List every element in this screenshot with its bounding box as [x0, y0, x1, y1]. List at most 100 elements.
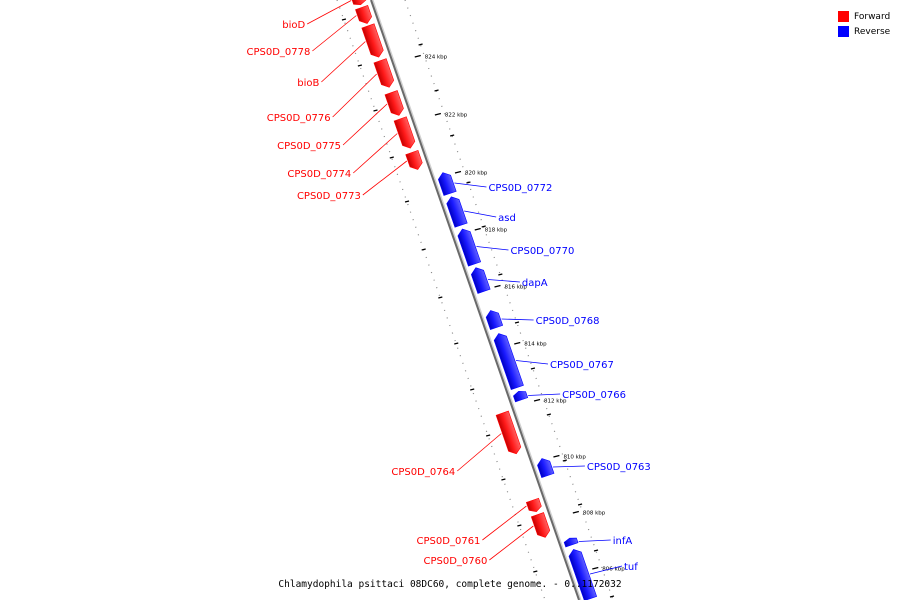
gene-label[interactable]: CPS0D_0776 [267, 113, 331, 124]
gene-label[interactable]: tuf [624, 562, 638, 573]
gene-feature[interactable] [445, 195, 468, 228]
reverse-gene-arrow[interactable] [470, 266, 491, 294]
forward-swatch [838, 11, 849, 22]
forward-gene-arrow[interactable] [361, 23, 385, 59]
gene-label[interactable]: CPS0D_0774 [287, 169, 351, 180]
reverse-gene-arrow[interactable] [493, 331, 524, 390]
gene-leader-line [457, 433, 502, 472]
gene-label[interactable]: bioB [297, 78, 319, 89]
ruler-tick-label: 810 kbp [563, 455, 586, 461]
gene-feature[interactable] [567, 547, 598, 600]
gene-feature[interactable] [485, 308, 504, 331]
gene-leader-line [487, 279, 520, 283]
gene-leader-line [515, 360, 549, 365]
gene-leader-line [578, 539, 611, 542]
reverse-gene-arrow[interactable] [445, 195, 468, 228]
gene-leader-line [501, 318, 534, 321]
forward-gene-arrow[interactable] [355, 4, 373, 25]
reverse-guide-tick [562, 459, 567, 462]
gene-label[interactable]: CPS0D_0778 [246, 47, 310, 58]
reverse-gene-arrow[interactable] [456, 227, 482, 267]
gene-leader-line [589, 565, 623, 575]
gene-feature[interactable] [361, 23, 385, 59]
reverse-guide-tick [498, 273, 503, 276]
gene-feature[interactable] [536, 456, 555, 479]
gene-feature[interactable] [351, 0, 367, 7]
ruler-tick-mark [553, 454, 560, 458]
gene-label[interactable]: CPS0D_0772 [488, 183, 552, 194]
reverse-gene-arrow[interactable] [437, 170, 457, 196]
ruler-tick-mark [414, 54, 421, 58]
reverse-gene-arrow[interactable] [563, 536, 579, 548]
ruler-tick-label: 808 kbp [583, 511, 606, 517]
gene-label[interactable]: CPS0D_0770 [510, 246, 574, 257]
reverse-guide-tick [530, 367, 536, 370]
reverse-gene-arrow[interactable] [513, 389, 529, 403]
forward-guide-tick [470, 388, 475, 391]
forward-guide-tick [421, 248, 426, 251]
gene-feature[interactable] [405, 149, 424, 171]
forward-guide-tick [533, 570, 538, 573]
gene-label[interactable]: asd [498, 213, 516, 224]
gene-leader-line [312, 15, 357, 52]
reverse-gene-arrow[interactable] [536, 456, 555, 479]
gene-feature[interactable] [525, 497, 542, 514]
backbone-shadow [371, 0, 582, 600]
forward-gene-arrow[interactable] [530, 512, 551, 540]
forward-gene-arrow[interactable] [373, 58, 395, 90]
gene-feature[interactable] [393, 116, 416, 151]
gene-label[interactable]: CPS0D_0768 [536, 316, 600, 327]
gene-features [351, 0, 598, 600]
forward-gene-arrow[interactable] [495, 410, 522, 456]
forward-gene-arrow[interactable] [384, 90, 405, 118]
forward-gene-arrow[interactable] [525, 497, 542, 514]
gene-feature[interactable] [530, 512, 551, 540]
gene-feature[interactable] [493, 331, 524, 390]
gene-feature[interactable] [373, 58, 395, 90]
reverse-guide-tick [450, 134, 455, 137]
reverse-guide-tick [593, 549, 599, 552]
gene-feature[interactable] [470, 266, 491, 294]
gene-label[interactable]: infA [613, 536, 633, 547]
gene-label[interactable]: CPS0D_0775 [277, 141, 341, 152]
reverse-gene-arrow[interactable] [485, 308, 504, 331]
reverse-guide-tick [418, 43, 423, 46]
gene-label[interactable]: bioD [282, 20, 305, 31]
gene-feature[interactable] [384, 90, 405, 118]
gene-labels: bioD CPS0D_0778 bioB CPS0D_0776 CPS0D_0775 CP… [246, 0, 651, 575]
gene-feature[interactable] [513, 389, 529, 403]
gene-label[interactable]: CPS0D_0773 [297, 191, 361, 202]
gene-feature[interactable] [355, 4, 373, 25]
gene-feature[interactable] [437, 170, 457, 196]
gene-label[interactable]: CPS0D_0761 [417, 536, 481, 547]
gene-feature[interactable] [495, 410, 522, 456]
reverse-guide-tick [481, 225, 486, 228]
gene-feature[interactable] [456, 227, 482, 267]
gene-label[interactable]: CPS0D_0767 [550, 360, 614, 371]
ruler-tick-mark [474, 227, 481, 231]
gene-label[interactable]: CPS0D_0766 [562, 390, 626, 401]
forward-gene-arrow[interactable] [393, 116, 416, 151]
ruler-tick-mark [434, 112, 442, 116]
gene-leader-line [454, 182, 487, 188]
gene-feature[interactable] [563, 536, 579, 548]
legend-reverse: Reverse [838, 24, 890, 39]
reverse-gene-arrow[interactable] [567, 547, 598, 600]
forward-strand-guide [336, 0, 546, 600]
reverse-guide-tick [434, 89, 439, 92]
backbone-line [370, 0, 580, 600]
forward-guide-tick [438, 296, 443, 299]
gene-label[interactable]: CPS0D_0760 [423, 556, 487, 567]
gene-label[interactable]: dapA [522, 278, 548, 289]
legend-reverse-label: Reverse [854, 26, 891, 37]
gene-label[interactable]: CPS0D_0763 [587, 462, 651, 473]
gene-leader-line [482, 505, 527, 541]
gene-label[interactable]: CPS0D_0764 [391, 467, 455, 478]
forward-guide-tick [454, 342, 459, 345]
reverse-guide-tick [577, 503, 583, 506]
forward-gene-arrow[interactable] [351, 0, 367, 7]
forward-gene-arrow[interactable] [405, 149, 424, 171]
reverse-swatch [838, 26, 849, 37]
forward-guide-tick [517, 524, 522, 527]
